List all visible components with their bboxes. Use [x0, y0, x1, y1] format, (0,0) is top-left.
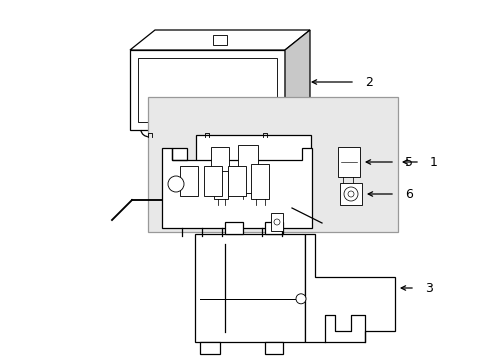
Text: 3: 3 [424, 282, 432, 294]
Polygon shape [130, 50, 285, 130]
Text: 2: 2 [364, 76, 372, 89]
Circle shape [295, 294, 305, 304]
Polygon shape [130, 30, 309, 50]
Bar [203, 166, 222, 196]
Bar [339, 183, 361, 205]
Bar [195, 234, 305, 342]
Circle shape [273, 219, 280, 225]
Text: 5: 5 [404, 156, 412, 168]
Bar [270, 213, 283, 231]
Bar [196, 135, 310, 207]
Text: 4: 4 [175, 163, 183, 176]
Bar [214, 171, 227, 199]
Polygon shape [162, 148, 311, 228]
Bar [148, 97, 397, 232]
Circle shape [343, 187, 357, 201]
Bar [337, 147, 359, 177]
Bar [138, 58, 276, 122]
Bar [210, 147, 228, 187]
Bar [250, 164, 268, 199]
Polygon shape [285, 30, 309, 130]
Bar [213, 35, 226, 45]
Bar [264, 222, 283, 234]
Text: 1: 1 [429, 156, 437, 168]
Bar [227, 166, 245, 196]
Bar [224, 222, 243, 234]
Polygon shape [305, 234, 394, 342]
Circle shape [347, 191, 353, 197]
Bar [180, 166, 198, 196]
Bar [238, 145, 258, 193]
Circle shape [168, 176, 183, 192]
Bar [200, 342, 220, 354]
Bar [264, 342, 283, 354]
Text: 6: 6 [404, 188, 412, 201]
